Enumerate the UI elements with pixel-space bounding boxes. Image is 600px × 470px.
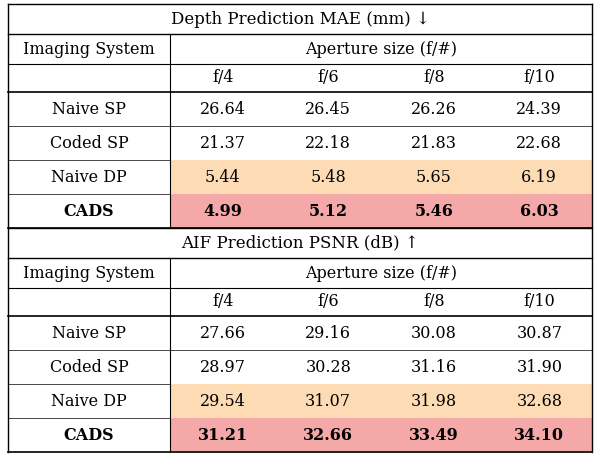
Text: AIF Prediction PSNR (dB) ↑: AIF Prediction PSNR (dB) ↑	[181, 235, 419, 251]
Text: Naive DP: Naive DP	[51, 392, 127, 409]
Text: 32.68: 32.68	[516, 392, 562, 409]
Text: 24.39: 24.39	[517, 101, 562, 118]
Text: 30.08: 30.08	[411, 324, 457, 342]
Text: 32.66: 32.66	[303, 426, 353, 444]
Bar	[170, 384, 592, 418]
Text: 30.87: 30.87	[516, 324, 562, 342]
Text: 4.99: 4.99	[203, 203, 242, 219]
Text: Aperture size (f/#): Aperture size (f/#)	[305, 40, 457, 57]
Text: Depth Prediction MAE (mm) ↓: Depth Prediction MAE (mm) ↓	[170, 10, 430, 28]
Text: f/6: f/6	[317, 70, 339, 86]
Text: Coded SP: Coded SP	[50, 359, 128, 376]
Text: 5.46: 5.46	[415, 203, 453, 219]
Text: f/8: f/8	[423, 293, 445, 311]
Text: 33.49: 33.49	[409, 426, 458, 444]
Bar	[170, 194, 592, 228]
Text: 26.64: 26.64	[200, 101, 245, 118]
Text: f/10: f/10	[523, 70, 555, 86]
Text: 21.37: 21.37	[200, 134, 246, 151]
Text: 31.21: 31.21	[197, 426, 248, 444]
Text: 30.28: 30.28	[305, 359, 351, 376]
Text: CADS: CADS	[64, 203, 115, 219]
Text: Naive SP: Naive SP	[52, 101, 126, 118]
Text: Imaging System: Imaging System	[23, 40, 155, 57]
Text: 34.10: 34.10	[514, 426, 564, 444]
Text: 29.16: 29.16	[305, 324, 351, 342]
Text: 31.16: 31.16	[410, 359, 457, 376]
Text: 26.26: 26.26	[411, 101, 457, 118]
Text: 5.65: 5.65	[416, 169, 452, 186]
Text: f/10: f/10	[523, 293, 555, 311]
Text: Naive SP: Naive SP	[52, 324, 126, 342]
Text: 6.19: 6.19	[521, 169, 557, 186]
Text: Aperture size (f/#): Aperture size (f/#)	[305, 265, 457, 282]
Text: Imaging System: Imaging System	[23, 265, 155, 282]
Text: 5.12: 5.12	[308, 203, 348, 219]
Text: f/4: f/4	[212, 70, 233, 86]
Text: f/8: f/8	[423, 70, 445, 86]
Bar	[170, 418, 592, 452]
Text: Naive DP: Naive DP	[51, 169, 127, 186]
Text: 26.45: 26.45	[305, 101, 351, 118]
Text: 31.07: 31.07	[305, 392, 351, 409]
Text: 22.68: 22.68	[517, 134, 562, 151]
Text: 22.18: 22.18	[305, 134, 351, 151]
Text: 6.03: 6.03	[520, 203, 559, 219]
Text: f/4: f/4	[212, 293, 233, 311]
Text: 28.97: 28.97	[200, 359, 246, 376]
Text: 31.98: 31.98	[410, 392, 457, 409]
Text: CADS: CADS	[64, 426, 115, 444]
Text: 29.54: 29.54	[200, 392, 245, 409]
Text: Coded SP: Coded SP	[50, 134, 128, 151]
Text: f/6: f/6	[317, 293, 339, 311]
Bar	[170, 160, 592, 194]
Text: 5.48: 5.48	[310, 169, 346, 186]
Text: 5.44: 5.44	[205, 169, 241, 186]
Text: 27.66: 27.66	[200, 324, 246, 342]
Text: 21.83: 21.83	[411, 134, 457, 151]
Text: 31.90: 31.90	[516, 359, 562, 376]
